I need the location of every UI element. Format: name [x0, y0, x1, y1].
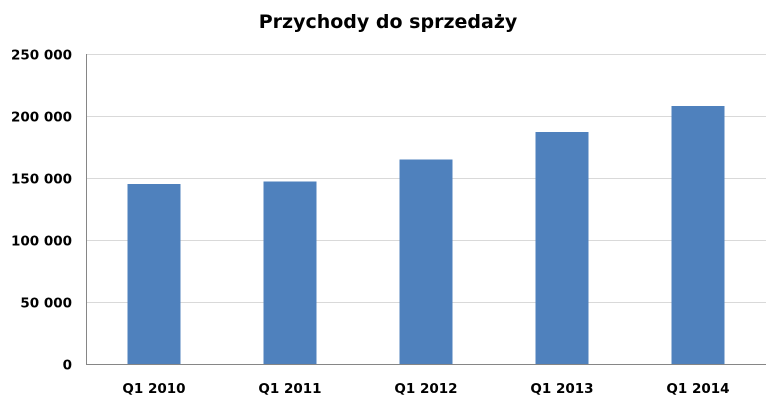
- x-tick-labels: Q1 2010 Q1 2011 Q1 2012 Q1 2013 Q1 2014: [122, 381, 729, 397]
- y-tick-label: 200 000: [11, 110, 72, 126]
- bar-q1-2012: [399, 159, 453, 364]
- bar-q1-2010: [127, 184, 181, 364]
- y-tick-label: 50 000: [20, 296, 72, 312]
- x-tick-label: Q1 2011: [258, 381, 321, 397]
- chart-title: Przychody do sprzedaży: [259, 11, 518, 33]
- y-tick-label: 0: [63, 358, 72, 374]
- bar-q1-2011: [263, 181, 317, 364]
- bar-q1-2013: [535, 132, 589, 364]
- axes: [86, 54, 766, 365]
- x-tick-label: Q1 2013: [530, 381, 593, 397]
- y-tick-label: 150 000: [11, 172, 72, 188]
- x-tick-label: Q1 2012: [394, 381, 457, 397]
- y-tick-labels: 0 50 000 100 000 150 000 200 000 250 000: [11, 48, 72, 374]
- x-tick-label: Q1 2010: [122, 381, 185, 397]
- bar-q1-2014: [671, 106, 725, 364]
- bars: [127, 106, 725, 364]
- y-tick-label: 100 000: [11, 234, 72, 250]
- x-tick-label: Q1 2014: [666, 381, 729, 397]
- y-tick-label: 250 000: [11, 48, 72, 64]
